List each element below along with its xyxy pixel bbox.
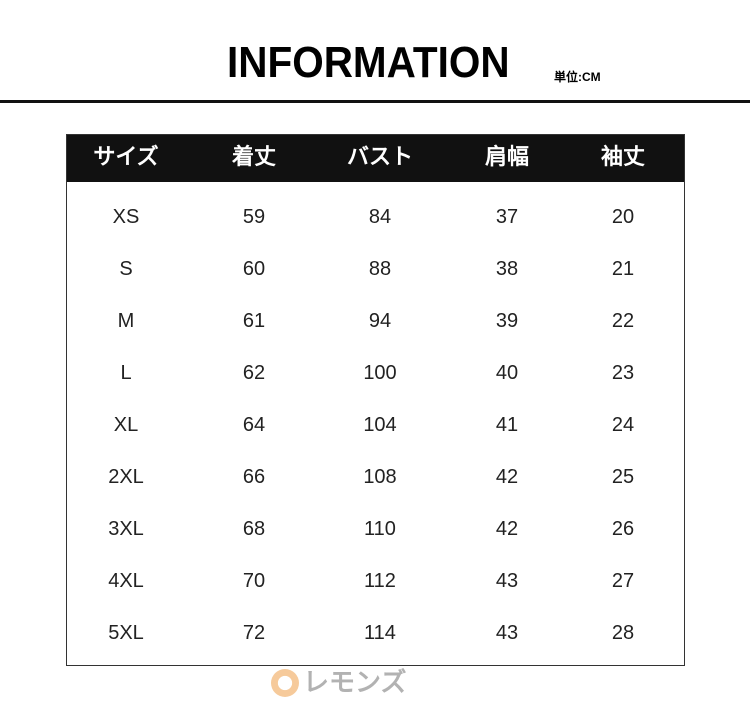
table-cell: 40 xyxy=(495,362,519,384)
table-cell: 39 xyxy=(495,310,519,332)
table-cell: 42 xyxy=(495,466,519,488)
table-cell: 28 xyxy=(611,622,635,644)
table-cell: 20 xyxy=(611,206,635,228)
table-cell: 68 xyxy=(242,518,266,540)
table-cell: 108 xyxy=(363,466,397,488)
column-header: 着丈 xyxy=(231,145,276,170)
table-cell: 23 xyxy=(611,362,635,384)
unit-label: 単位:CM xyxy=(554,70,601,84)
table-cell: 112 xyxy=(364,570,396,592)
table-cell: 43 xyxy=(495,622,519,644)
table-cell: 88 xyxy=(368,258,392,280)
column-header: 袖丈 xyxy=(600,145,645,170)
table-cell: 100 xyxy=(363,362,397,384)
table-cell: 2XL xyxy=(108,466,144,488)
watermark-logo-icon xyxy=(271,669,299,697)
column-header: 肩幅 xyxy=(484,145,529,170)
table-cell: 37 xyxy=(495,206,519,228)
table-cell: 59 xyxy=(242,206,266,228)
table-cell: 42 xyxy=(495,518,519,540)
table-cell: 84 xyxy=(368,206,392,228)
table-cell: 60 xyxy=(242,258,266,280)
table-cell: 70 xyxy=(242,570,266,592)
table-cell: 110 xyxy=(364,518,396,540)
table-cell: 94 xyxy=(368,310,392,332)
table-cell: 62 xyxy=(242,362,266,384)
table-cell: 72 xyxy=(242,622,266,644)
table-cell: 27 xyxy=(611,570,635,592)
table-cell: XL xyxy=(113,414,139,436)
table-cell: L xyxy=(120,362,132,384)
table-cell: 114 xyxy=(364,622,396,644)
table-cell: 41 xyxy=(495,414,519,436)
table-cell: 3XL xyxy=(108,518,144,540)
table-cell: 4XL xyxy=(108,570,144,592)
table-cell: 22 xyxy=(611,310,635,332)
column-header: バスト xyxy=(346,145,413,170)
table-cell: 43 xyxy=(495,570,519,592)
table-cell: 61 xyxy=(242,310,266,332)
table-cell: 104 xyxy=(363,414,397,436)
table-cell: 25 xyxy=(611,466,635,488)
table-header xyxy=(67,135,684,182)
column-header: サイズ xyxy=(93,145,159,170)
table-cell: 26 xyxy=(611,518,635,540)
table-cell: 21 xyxy=(611,258,635,280)
table-cell: 64 xyxy=(242,414,266,436)
page-title: INFORMATION xyxy=(227,38,510,87)
table-cell: S xyxy=(119,258,133,280)
table-cell: 5XL xyxy=(108,622,144,644)
divider xyxy=(0,100,750,103)
table-cell: 66 xyxy=(242,466,266,488)
table-cell: 38 xyxy=(495,258,519,280)
table-cell: 24 xyxy=(611,414,635,436)
table-cell: M xyxy=(117,310,135,332)
table-cell: XS xyxy=(112,206,140,228)
watermark: レモンズ xyxy=(271,667,406,699)
size-table: サイズ 着丈 バスト 肩幅 袖丈 XS 59 84 37 20 S 60 88 38 21 M 61 94 39 22… xyxy=(66,134,685,666)
watermark-text: レモンズ xyxy=(303,668,407,698)
